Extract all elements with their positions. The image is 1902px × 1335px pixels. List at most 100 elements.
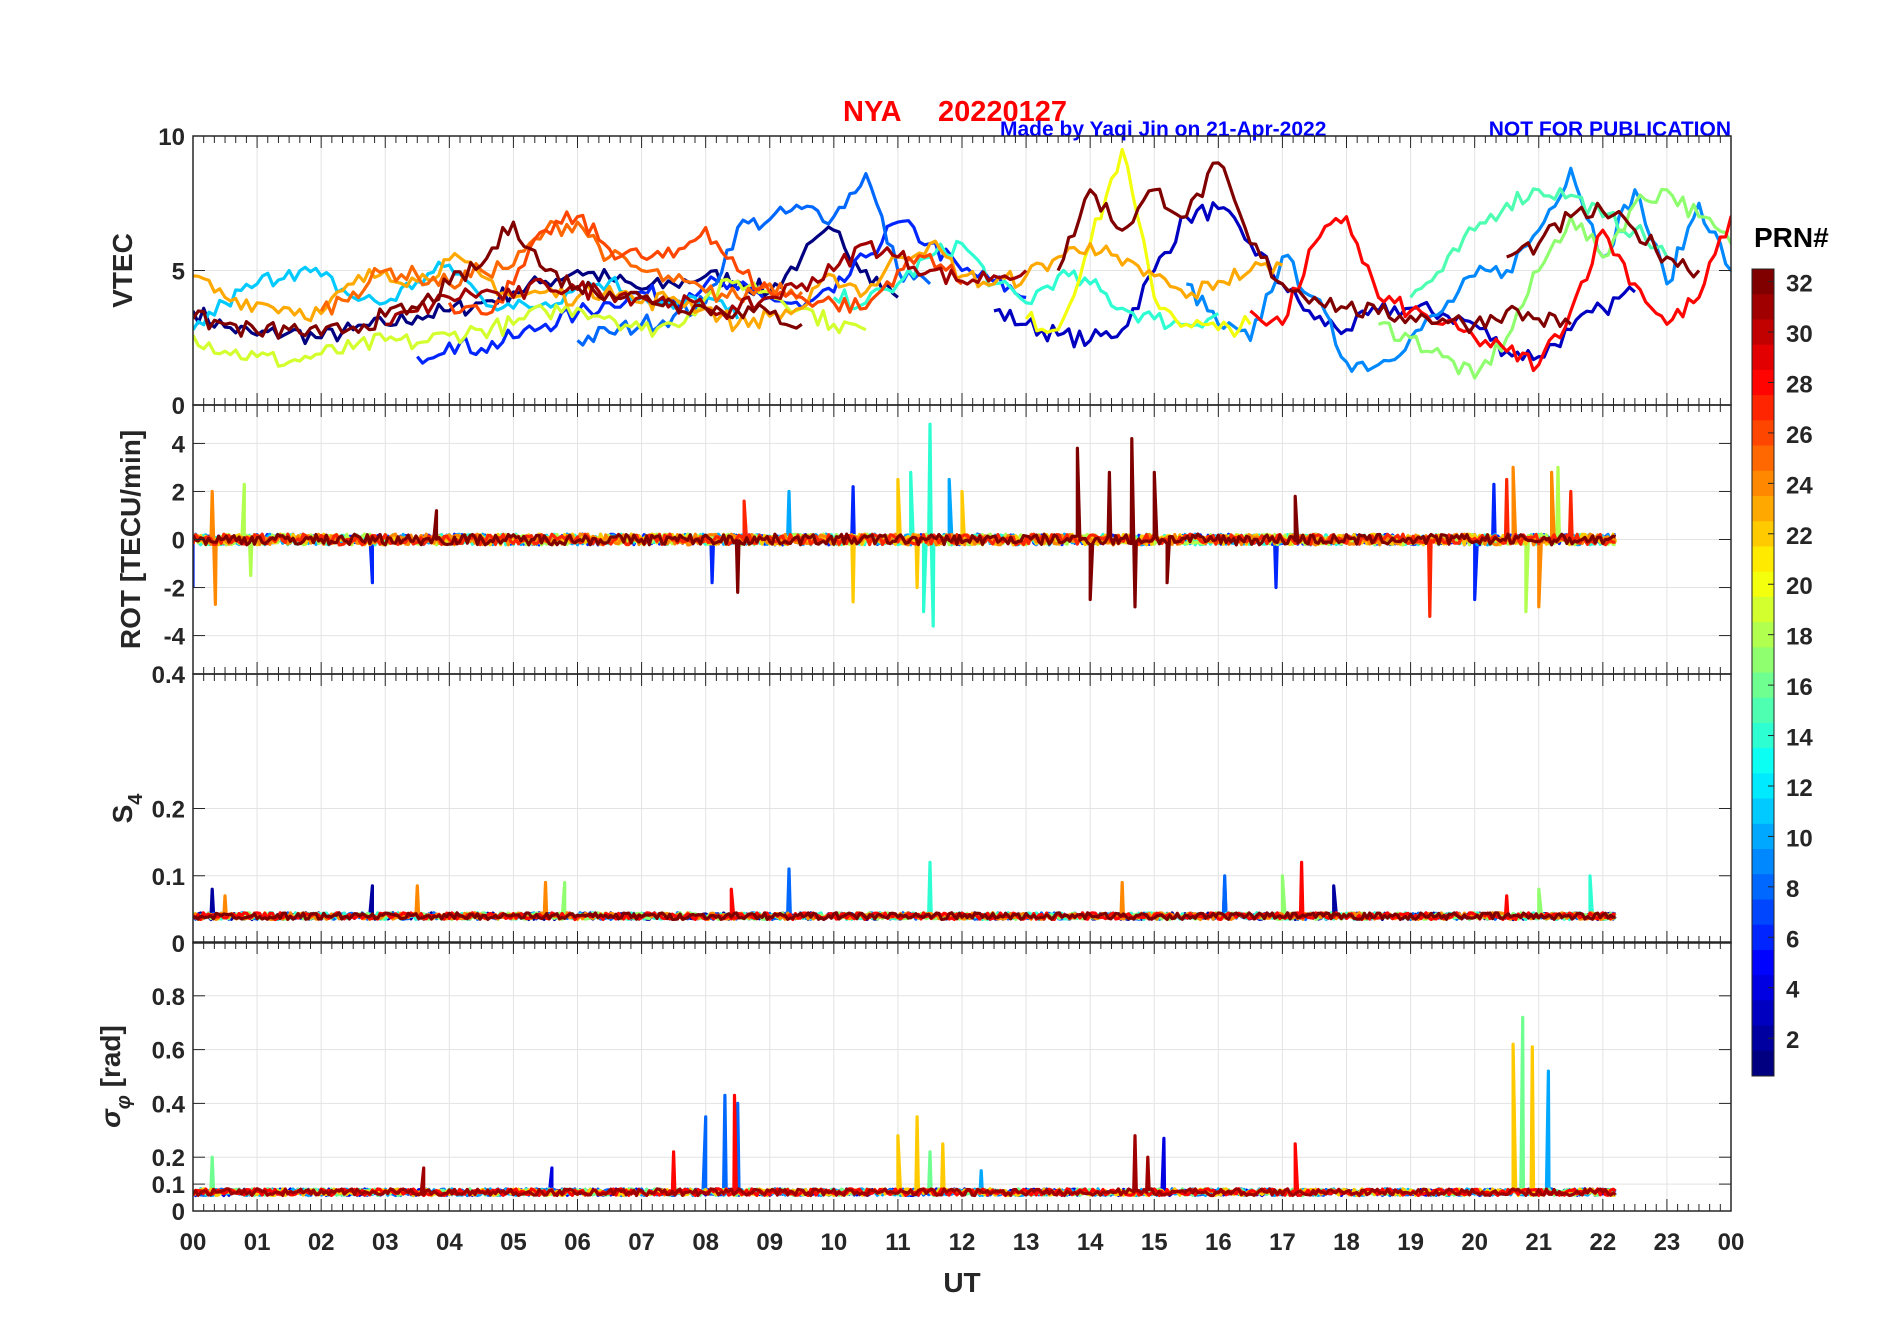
colorbar-tick-label: 6 [1786,926,1799,953]
colorbar-swatch [1752,546,1774,573]
x-tick-label: 05 [500,1229,527,1256]
colorbar-swatch [1752,697,1774,724]
rot-y-tick-label: -2 [164,576,185,603]
colorbar-swatch [1752,445,1774,472]
colorbar-swatch [1752,420,1774,447]
colorbar-swatch [1752,294,1774,320]
colorbar-swatch [1752,722,1774,749]
colorbar-swatch [1752,470,1774,497]
sigma-y-tick-label: 0.2 [152,1145,185,1172]
colorbar-swatch [1752,622,1774,648]
sigma-y-tick-label: 0.8 [152,984,185,1011]
x-tick-label: 02 [308,1229,335,1256]
colorbar-swatch [1752,823,1774,850]
sigma-series-group [193,1015,1617,1198]
colorbar-swatch [1752,369,1774,396]
colorbar-tick-label: 8 [1786,876,1799,903]
x-tick-label: 16 [1205,1229,1232,1256]
vtec-series-prn-28 [1249,214,1731,373]
rot-series-prn-32 [193,437,1617,609]
x-tick-label: 15 [1141,1229,1168,1256]
x-tick-label: 23 [1654,1229,1681,1256]
sigma-series-prn-10 [193,1069,1617,1198]
colorbar-tick-label: 2 [1786,1027,1799,1054]
x-tick-label: 00 [1718,1229,1745,1256]
colorbar-swatch [1752,748,1774,774]
sigma-series-prn-28 [193,1093,1617,1198]
vtec-series-prn-32 [193,220,803,340]
vtec-y-tick-label: 10 [158,124,185,151]
colorbar-tick-label: 32 [1786,271,1813,298]
x-tick-label: 13 [1013,1229,1040,1256]
vtec-series-prn-32 [1056,161,1572,335]
colorbar-swatch [1752,975,1774,1001]
x-tick-label: 08 [692,1229,719,1256]
s4-series-prn-28 [193,860,1616,922]
y-label-unit: [rad] [95,1025,126,1095]
sigma-y-tick-label: 0 [172,1199,185,1226]
vtec-series-prn-3 [993,201,1636,362]
colorbar-tick-label: 14 [1786,725,1813,752]
colorbar-swatch [1752,924,1774,951]
colorbar-swatch [1752,1025,1774,1052]
colorbar-tick-label: 16 [1786,674,1813,701]
colorbar-swatch [1752,773,1774,800]
y-label-main: S [107,805,138,824]
colorbar-tick-label: 26 [1786,422,1813,449]
vtec-y-axis-label: VTEC [107,233,138,308]
sigma-y-tick-label: 0.6 [152,1038,185,1065]
title-station: NYA [843,96,902,128]
colorbar-tick-label: 22 [1786,523,1813,550]
sigma-series-prn-16 [193,1015,1617,1198]
x-tick-label: 09 [756,1229,783,1256]
y-label-subscript: φ [113,1095,135,1109]
x-tick-label: 17 [1269,1229,1296,1256]
colorbar-tick-label: 20 [1786,573,1813,600]
rot-y-tick-label: -4 [164,624,186,651]
s4-series-prn-14 [193,860,1616,922]
s4-y-tick-label: 0.1 [152,864,185,891]
rot-series-prn-14 [193,422,1617,628]
colorbar-swatch [1752,571,1774,598]
x-tick-label: 12 [949,1229,976,1256]
y-label-subscript: 4 [125,793,147,805]
colorbar-tick-label: 18 [1786,624,1813,651]
colorbar-swatch [1752,672,1774,699]
vtec-series-prn-25 [319,219,804,316]
x-tick-label: 21 [1525,1229,1552,1256]
x-tick-label: 01 [244,1229,271,1256]
x-tick-label: 03 [372,1229,399,1256]
colorbar-swatch [1752,899,1774,926]
colorbar-swatch [1752,521,1774,547]
s4-y-tick-label: 0.4 [152,662,186,689]
rot-series-prn-27 [193,477,1616,619]
colorbar-tick-label: 4 [1786,977,1800,1004]
colorbar-swatch [1752,395,1774,421]
s4-y-axis-label: S4 [107,793,147,824]
y-label-main: VTEC [107,233,138,308]
x-tick-label: 04 [436,1229,463,1256]
rot-y-tick-label: 4 [172,431,186,458]
x-tick-label: 06 [564,1229,591,1256]
vtec-series-prn-14 [832,239,1220,331]
vtec-y-tick-label: 0 [172,393,185,420]
s4-series-prn-8 [193,867,1617,922]
sigma-y-axis-label: σφ [rad] [95,1025,135,1128]
vtec-series-prn-23 [193,239,1284,333]
colorbar-swatch [1752,849,1774,875]
colorbar-swatch [1752,1050,1774,1077]
x-axis-label: UT [943,1267,980,1298]
sigma-series-prn-31 [193,1134,1617,1198]
x-tick-label: 10 [820,1229,847,1256]
vtec-series-prn-26 [447,210,963,316]
s4-y-tick-label: 0 [172,931,185,958]
sigma-y-tick-label: 0.4 [152,1091,186,1118]
colorbar-swatch [1752,596,1774,623]
rot-y-tick-label: 0 [172,528,185,555]
s4-series-prn-32 [193,911,1616,922]
x-tick-label: 22 [1589,1229,1616,1256]
y-label-main: σ [95,1108,126,1128]
vtec-series-prn-20 [1024,147,1252,338]
